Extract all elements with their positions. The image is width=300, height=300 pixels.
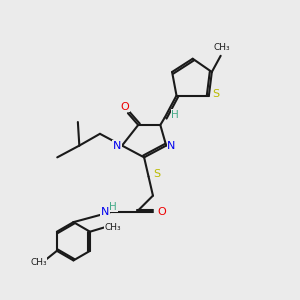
Text: S: S (153, 169, 160, 178)
Text: H: H (109, 202, 117, 212)
Text: N: N (112, 141, 121, 151)
Text: CH₃: CH₃ (105, 223, 121, 232)
Text: O: O (158, 207, 166, 217)
Text: S: S (213, 89, 220, 99)
Text: N: N (167, 141, 176, 151)
Text: H: H (171, 110, 179, 120)
Text: CH₃: CH₃ (30, 257, 46, 266)
Text: O: O (121, 102, 129, 112)
Text: CH₃: CH₃ (214, 43, 230, 52)
Text: N: N (101, 207, 110, 217)
